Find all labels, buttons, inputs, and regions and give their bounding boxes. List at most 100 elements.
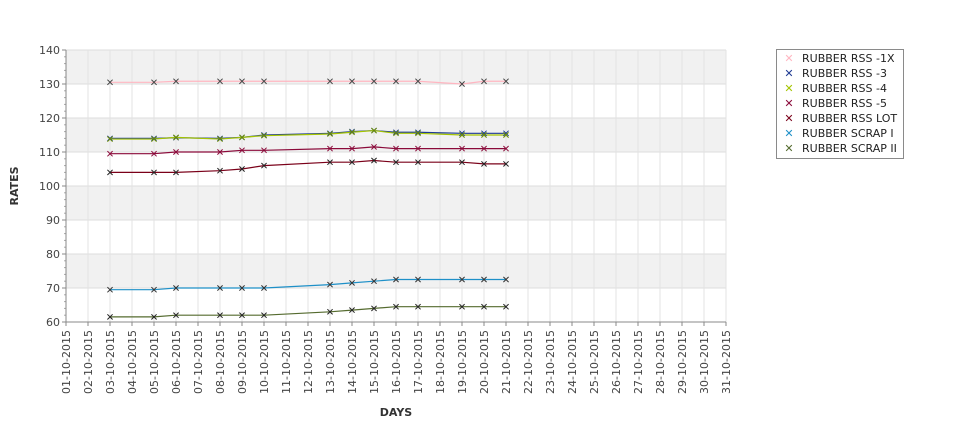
data-point	[371, 278, 377, 285]
data-point	[459, 276, 465, 283]
x-tick-label: 03-10-2015	[104, 330, 117, 394]
data-point	[107, 79, 113, 86]
legend-item: ✕ RUBBER SCRAP I	[781, 126, 897, 141]
y-tick-label: 100	[39, 180, 60, 193]
legend-label: RUBBER RSS -1X	[802, 52, 895, 65]
data-point	[217, 285, 223, 291]
legend-label: RUBBER SCRAP II	[802, 142, 897, 155]
data-point	[415, 78, 421, 85]
data-point	[349, 279, 355, 286]
data-point	[151, 313, 157, 320]
data-point	[481, 145, 487, 152]
data-point	[173, 312, 179, 319]
data-point	[173, 78, 179, 85]
data-point	[415, 129, 421, 136]
legend-item: ✕ RUBBER RSS -5	[781, 96, 897, 111]
x-tick-label: 12-10-2015	[302, 330, 315, 394]
data-point	[415, 145, 421, 152]
x-tick-label: 30-10-2015	[698, 330, 711, 394]
x-tick-label: 10-10-2015	[258, 330, 271, 394]
data-point	[415, 159, 421, 166]
data-point	[459, 145, 465, 152]
legend-marker-icon: ✕	[784, 142, 794, 155]
x-tick-label: 16-10-2015	[390, 330, 403, 394]
x-tick-label: 18-10-2015	[434, 330, 447, 394]
data-point	[481, 303, 487, 310]
data-point	[349, 145, 355, 152]
legend-label: RUBBER RSS -3	[802, 67, 887, 80]
x-tick-label: 08-10-2015	[214, 330, 227, 394]
data-point	[261, 162, 267, 169]
data-point	[349, 159, 355, 166]
legend-marker-icon: ✕	[784, 112, 794, 125]
x-tick-label: 31-10-2015	[720, 330, 733, 394]
x-tick-label: 24-10-2015	[566, 330, 579, 394]
data-point	[503, 132, 509, 138]
data-point	[393, 145, 399, 152]
data-point	[459, 130, 465, 137]
data-point	[239, 147, 245, 154]
data-point	[415, 303, 421, 310]
y-tick-label: 140	[39, 44, 60, 57]
data-point	[217, 149, 223, 155]
data-point	[107, 313, 113, 320]
x-tick-label: 22-10-2015	[522, 330, 535, 394]
legend-label: RUBBER RSS LOT	[802, 112, 898, 125]
data-point	[393, 78, 399, 85]
series-lines	[110, 80, 506, 318]
y-tick-label: 130	[39, 78, 60, 91]
x-tick-label: 17-10-2015	[412, 330, 425, 394]
legend-marker-icon: ✕	[784, 127, 794, 140]
x-tick-label: 23-10-2015	[544, 330, 557, 394]
series-line	[110, 278, 506, 291]
data-point	[173, 134, 179, 141]
data-point	[107, 136, 113, 143]
x-tick-label: 21-10-2015	[500, 330, 513, 394]
data-point	[349, 307, 355, 314]
legend-item: ✕ RUBBER RSS -1X	[781, 51, 897, 66]
data-point	[261, 78, 267, 85]
data-point	[371, 78, 377, 85]
legend-marker-icon: ✕	[784, 97, 794, 110]
data-point	[261, 312, 267, 319]
x-tick-labels: 01-10-2015 02-10-2015 03-10-2015 04-10-2015…	[60, 330, 733, 394]
data-point	[459, 81, 465, 87]
data-point	[239, 166, 245, 172]
data-point	[393, 129, 399, 136]
data-point	[371, 143, 377, 150]
y-tick-label: 70	[46, 282, 60, 295]
x-tick-label: 09-10-2015	[236, 330, 249, 394]
x-tick-label: 05-10-2015	[148, 330, 161, 394]
legend-marker-icon: ✕	[784, 67, 794, 80]
x-tick-label: 06-10-2015	[170, 330, 183, 394]
series-line	[110, 306, 506, 318]
series-line	[110, 159, 506, 173]
x-tick-label: 01-10-2015	[60, 330, 73, 394]
x-tick-label: 07-10-2015	[192, 330, 205, 394]
data-point	[217, 78, 223, 85]
legend-label: RUBBER RSS -5	[802, 97, 887, 110]
data-point	[239, 285, 245, 291]
x-tick-label: 02-10-2015	[82, 330, 95, 394]
data-point	[173, 285, 179, 291]
x-tick-label: 25-10-2015	[588, 330, 601, 394]
data-point	[217, 136, 223, 143]
series-markers	[107, 78, 509, 320]
data-point	[327, 308, 333, 315]
x-tick-label: 04-10-2015	[126, 330, 139, 394]
data-point	[481, 130, 487, 137]
data-point	[415, 130, 421, 137]
series-line	[110, 80, 506, 85]
data-point	[459, 303, 465, 310]
data-point	[349, 78, 355, 85]
data-point	[371, 157, 377, 164]
data-point	[261, 147, 267, 154]
data-point	[503, 145, 509, 152]
data-point	[151, 79, 157, 86]
axes	[62, 49, 727, 326]
data-point	[151, 136, 157, 143]
data-point	[371, 305, 377, 312]
y-tick-label: 120	[39, 112, 60, 125]
legend-marker-icon: ✕	[784, 82, 794, 95]
